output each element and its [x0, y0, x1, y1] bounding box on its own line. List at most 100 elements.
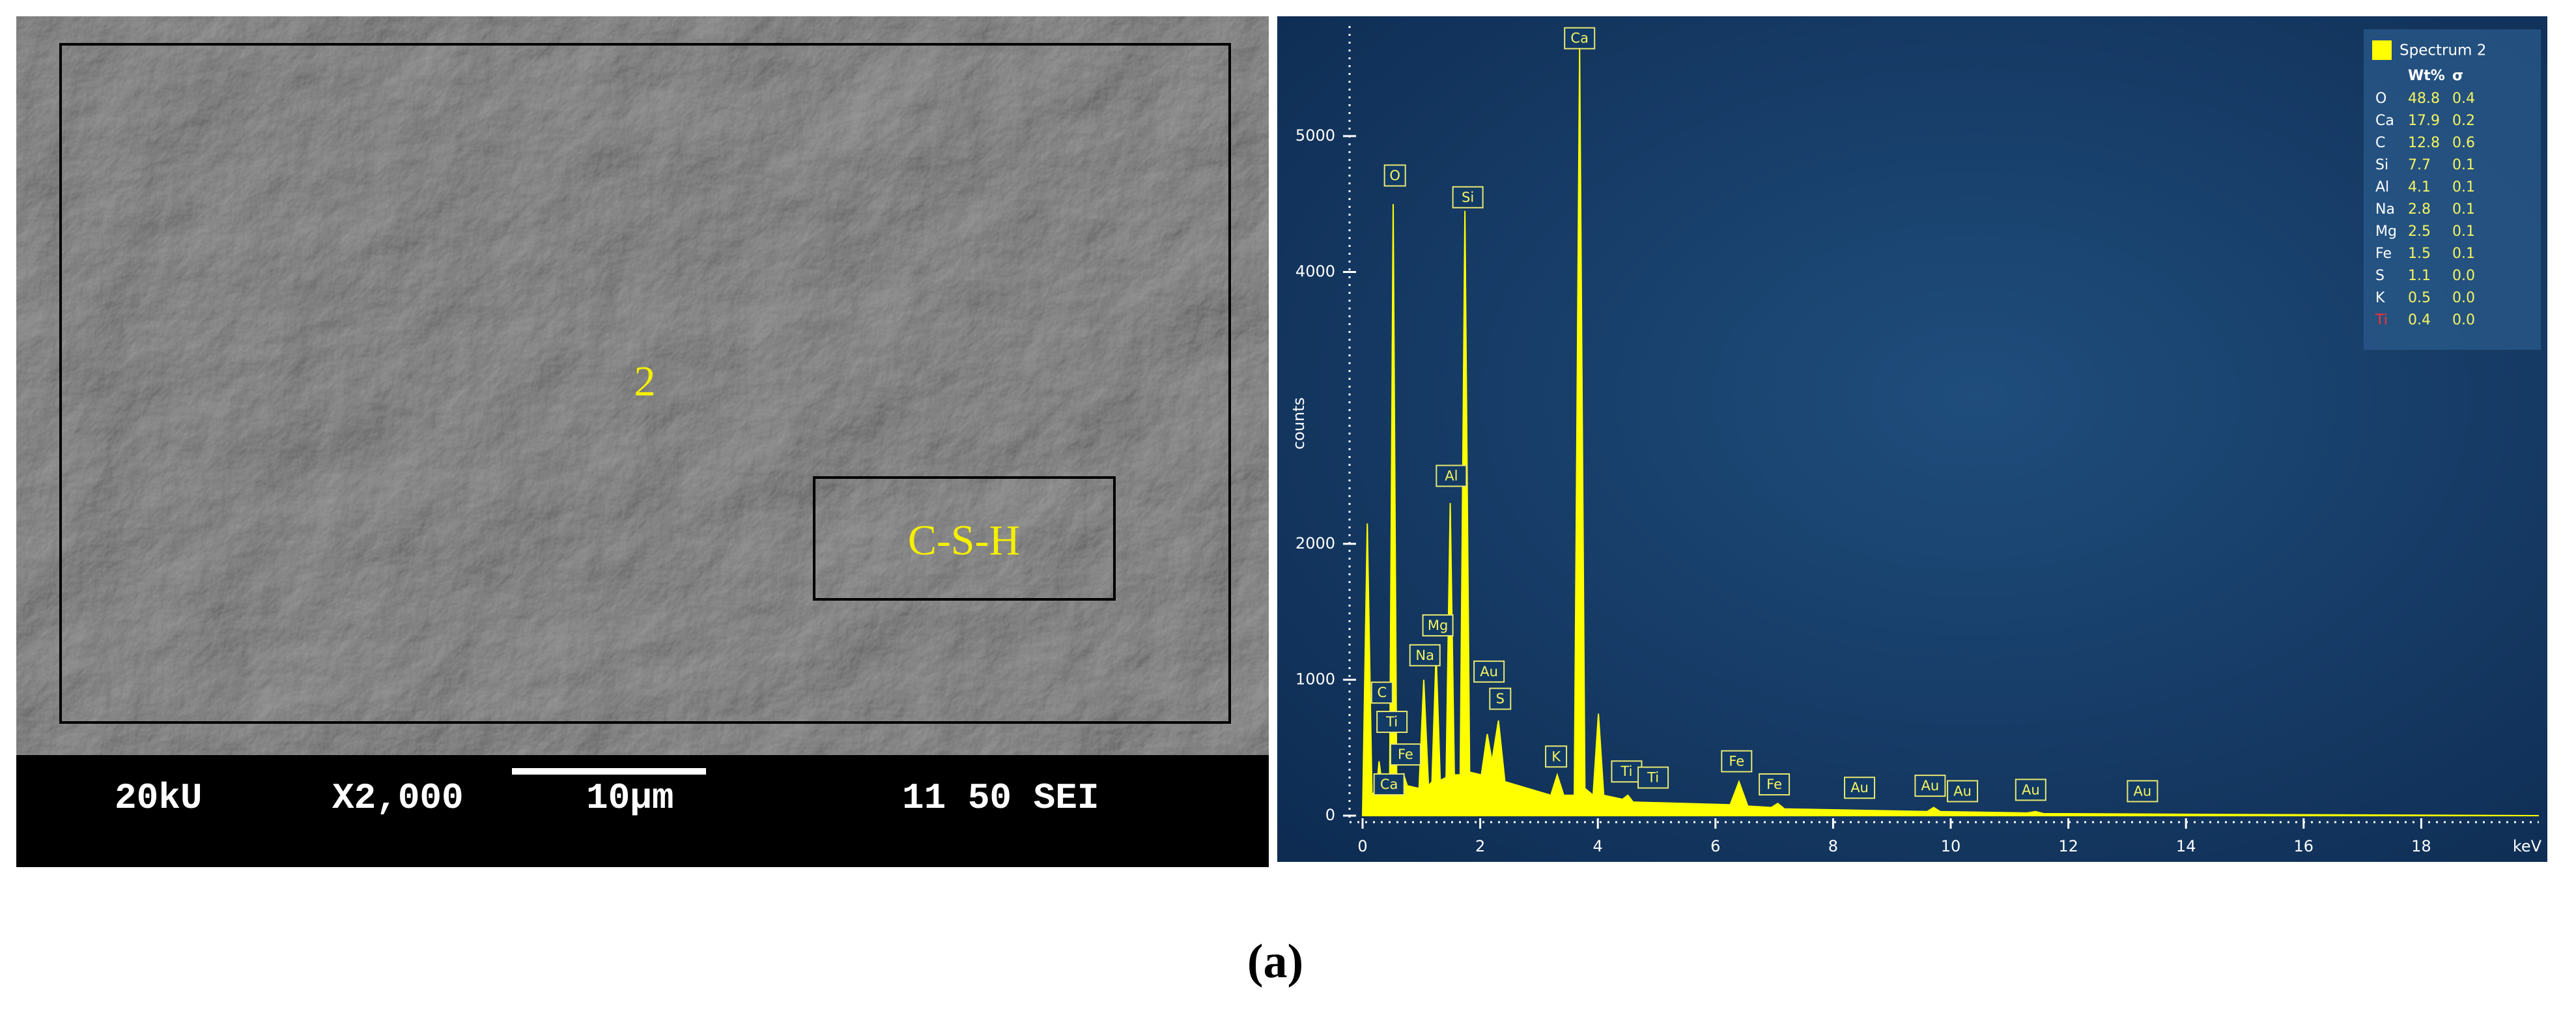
x-tick-label: 4 [1593, 837, 1603, 855]
table-value: 0.5 [2408, 290, 2431, 306]
peak-label: Au [1953, 783, 1972, 799]
peak-label: Ti [1647, 770, 1659, 786]
analysis-area [59, 43, 1231, 724]
x-tick-label: 6 [1710, 837, 1720, 855]
peak-label: Fe [1398, 747, 1413, 762]
sem-shade [16, 16, 1269, 755]
peak-label: Si [1462, 190, 1474, 205]
table-header: Wt% [2408, 68, 2445, 84]
peak-label-box [1409, 644, 1441, 666]
x-tick-label: 10 [1941, 837, 1961, 855]
peak-label-box [1373, 773, 1405, 796]
element-name: O [2375, 91, 2386, 107]
csh-region [813, 476, 1116, 601]
peak-label-box [1914, 775, 1946, 797]
table-value: 0.0 [2452, 268, 2475, 284]
peak-label-box [1947, 780, 1979, 803]
element-name: Fe [2375, 246, 2392, 262]
peak-label-box [2127, 780, 2158, 803]
legend-label: Spectrum 2 [2399, 42, 2486, 59]
peak-label: Ca [1380, 777, 1398, 792]
x-axis-label: keV [2513, 837, 2542, 855]
element-name: Si [2375, 157, 2388, 173]
spectrum-background [1277, 16, 2547, 862]
peak-label: Mg [1428, 618, 1448, 633]
x-tick-label: 14 [2176, 837, 2196, 855]
table-value: 1.1 [2408, 268, 2431, 284]
peak-label-box [1389, 743, 1421, 766]
table-value: 0.1 [2452, 157, 2475, 173]
caption: (a) [1247, 935, 1303, 988]
peak-label: Ti [1620, 764, 1632, 779]
table-value: 0.4 [2408, 312, 2431, 328]
peak-label-box [1489, 687, 1512, 710]
element-name: K [2375, 290, 2385, 306]
peak-label-box [1436, 465, 1467, 487]
table-value: 17.9 [2408, 113, 2440, 129]
table-value: 0.1 [2452, 179, 2475, 195]
table-value: 0.1 [2452, 223, 2475, 240]
scale-label: 10μm [586, 777, 673, 819]
x-tick-label: 8 [1828, 837, 1838, 855]
peak-label-box [1370, 681, 1393, 704]
table-value: 1.5 [2408, 246, 2431, 262]
element-name: C [2375, 135, 2385, 151]
peak-label-box [1422, 614, 1454, 636]
peak-label: Na [1415, 648, 1434, 663]
peak-label-box [1721, 750, 1753, 773]
peak-label-box [1759, 773, 1790, 796]
element-name: Ca [2375, 113, 2394, 129]
peak-label-box [1452, 186, 1484, 208]
instrument-info: 11 50 SEI [902, 777, 1099, 819]
x-tick-label: 0 [1357, 837, 1367, 855]
table-value: 0.1 [2452, 246, 2475, 262]
magnification: X2,000 [332, 777, 464, 819]
peak-label-box [1376, 711, 1408, 734]
peak-label-box [1564, 27, 1596, 50]
sem-micrograph [16, 16, 1269, 755]
peak-label: Fe [1766, 777, 1782, 792]
peak-label-box [1473, 660, 1505, 683]
peak-label: Au [1921, 778, 1940, 793]
peak-label: Fe [1729, 754, 1744, 769]
element-name: S [2375, 268, 2385, 284]
x-tick-label: 12 [2058, 837, 2078, 855]
table-value: 0.0 [2452, 290, 2475, 306]
peak-label-box [1383, 164, 1406, 187]
table-value: 0.6 [2452, 135, 2475, 151]
table-value: 2.5 [2408, 223, 2431, 240]
peak-label: O [1389, 167, 1400, 183]
peak-label: Au [1480, 664, 1498, 679]
peak-label: Ti [1385, 714, 1398, 730]
table-value: 0.2 [2452, 113, 2475, 129]
peak-label: Au [2134, 783, 2152, 799]
peak-label: Au [2022, 782, 2040, 797]
x-tick-label: 2 [1475, 837, 1485, 855]
peak-label-box [1545, 745, 1568, 768]
peak-label-box [1844, 777, 1876, 799]
region-label: C-S-H [908, 517, 1020, 564]
element-name: Na [2375, 201, 2395, 218]
table-value: 0.0 [2452, 312, 2475, 328]
table-value: 2.8 [2408, 201, 2431, 218]
legend-box [2364, 29, 2541, 350]
y-axis-label: counts [1290, 397, 1308, 450]
y-tick-label: 5000 [1295, 126, 1335, 145]
table-value: 48.8 [2408, 91, 2440, 107]
table-header: σ [2452, 68, 2463, 84]
peak-label: Al [1445, 468, 1458, 483]
y-tick-label: 4000 [1295, 263, 1335, 281]
peak-label: C [1377, 685, 1387, 700]
point-label: 2 [634, 358, 656, 405]
peak-label-box [1637, 766, 1669, 789]
table-value: 4.1 [2408, 179, 2431, 195]
peak-label: K [1551, 749, 1561, 764]
peak-label-box [2015, 779, 2046, 801]
peak-label: Au [1850, 780, 1869, 795]
table-value: 0.1 [2452, 201, 2475, 218]
element-name: Ti [2375, 312, 2388, 328]
peak-label: Ca [1570, 31, 1589, 46]
element-name: Mg [2375, 223, 2397, 240]
